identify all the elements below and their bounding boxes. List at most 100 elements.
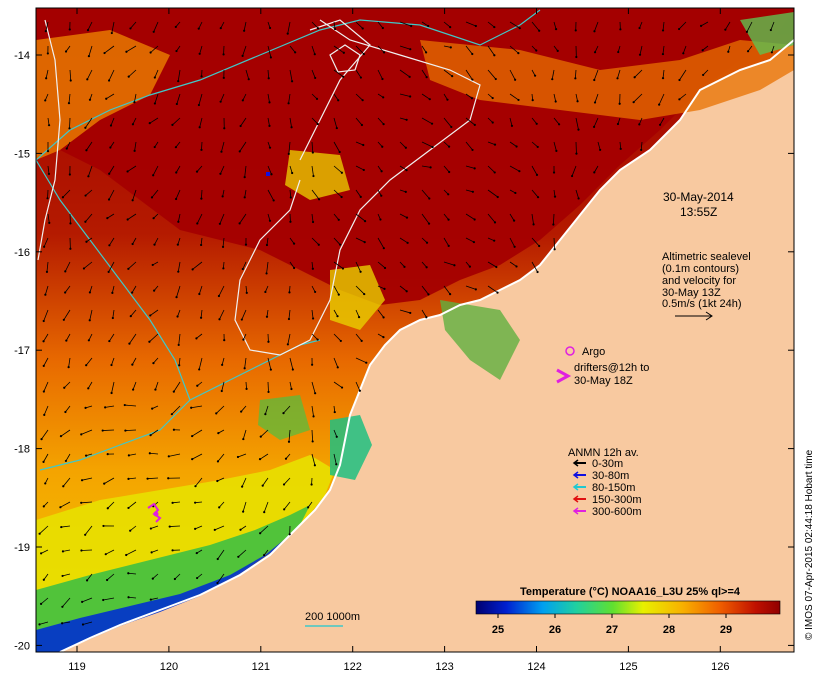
velocity-arrow-head [661, 77, 665, 80]
velocity-arrow-head [150, 196, 154, 199]
sealevel-contour-loop [329, 44, 361, 73]
velocity-arrow-head [314, 76, 317, 80]
velocity-arrow [240, 525, 247, 531]
velocity-arrow [150, 45, 159, 53]
velocity-arrow [192, 453, 203, 460]
velocity-arrow-head [63, 386, 66, 389]
bathymetry-scale-label: 200 1000m [305, 611, 360, 623]
velocity-arrow [575, 189, 579, 199]
velocity-arrow [105, 549, 115, 555]
velocity-arrow [196, 213, 203, 224]
velocity-arrow [128, 69, 137, 77]
velocity-arrow-head [39, 602, 43, 605]
velocity-arrow-head [287, 152, 290, 156]
velocity-arrow [487, 21, 495, 28]
velocity-arrow [109, 237, 115, 246]
velocity-arrow-head [514, 191, 517, 195]
velocity-arrow [421, 141, 433, 148]
velocity-arrow-head [61, 622, 64, 625]
velocity-arrow-head [425, 241, 429, 244]
velocity-arrow [222, 237, 225, 247]
anmn-arrowhead-icon [572, 495, 579, 503]
velocity-arrow-head [82, 267, 86, 270]
velocity-arrow-head [553, 248, 556, 251]
velocity-arrow-head [218, 506, 221, 509]
velocity-arrow [129, 525, 137, 532]
velocity-arrow [43, 333, 49, 342]
anmn-item-label: 30-80m [592, 470, 629, 482]
velocity-arrow [200, 237, 203, 245]
velocity-arrow-head [268, 146, 272, 149]
velocity-arrow [399, 117, 407, 121]
velocity-arrow-head [403, 265, 406, 268]
velocity-arrow-head [67, 102, 71, 105]
velocity-arrow [333, 189, 342, 198]
velocity-arrow-head [702, 73, 705, 77]
velocity-arrow [264, 405, 269, 415]
velocity-arrow [68, 93, 71, 104]
velocity-arrow-head [103, 51, 106, 55]
velocity-arrow-head [47, 172, 51, 176]
velocity-arrow-head [133, 101, 136, 104]
velocity-arrow-head [661, 29, 665, 32]
velocity-arrow-head [616, 122, 620, 126]
velocity-arrow [245, 381, 247, 389]
velocity-arrow-head [619, 147, 622, 150]
velocity-arrow [465, 93, 473, 99]
velocity-arrow [399, 93, 411, 97]
velocity-arrow-head [149, 51, 152, 54]
velocity-arrow-head [127, 596, 130, 599]
velocity-arrow [131, 357, 137, 365]
velocity-arrow [267, 69, 270, 79]
velocity-arrow [88, 165, 93, 177]
sealevel-contour-3 [37, 19, 61, 261]
velocity-arrow-head [517, 52, 520, 55]
velocity-arrow-head [471, 52, 474, 56]
velocity-arrow-head [341, 267, 345, 270]
velocity-arrow [111, 21, 115, 34]
velocity-arrow-head [315, 97, 319, 100]
velocity-arrow [242, 93, 247, 101]
velocity-arrow-head [84, 220, 87, 223]
velocity-arrow-head [451, 75, 454, 78]
velocity-arrow [88, 333, 93, 341]
velocity-arrow-head [555, 149, 558, 152]
velocity-arrow [155, 381, 159, 390]
velocity-arrow [151, 549, 159, 553]
velocity-arrow [62, 549, 71, 552]
velocity-arrow-head [404, 190, 407, 193]
velocity-arrow [311, 333, 318, 340]
velocity-arrow-head [593, 78, 596, 82]
velocity-arrow-head [152, 217, 155, 220]
velocity-arrow [531, 141, 538, 148]
velocity-arrow-head [382, 123, 385, 126]
velocity-arrow [682, 45, 687, 54]
velocity-arrow [89, 285, 93, 293]
velocity-arrow-head [554, 100, 557, 103]
velocity-arrow-head [473, 218, 476, 221]
velocity-arrow [399, 213, 408, 219]
velocity-arrow-head [148, 340, 151, 343]
velocity-arrow [443, 285, 451, 295]
velocity-arrow-head [593, 101, 597, 104]
velocity-arrow-head [80, 549, 83, 552]
velocity-arrow-head [199, 316, 203, 319]
velocity-arrow [571, 165, 577, 177]
colorbar-tick-label: 28 [663, 624, 675, 636]
velocity-arrow-head [222, 53, 225, 56]
velocity-arrow-head [340, 171, 343, 174]
velocity-arrow-head [80, 433, 83, 436]
velocity-arrow-head [518, 170, 521, 173]
velocity-arrow-head [176, 315, 179, 318]
velocity-arrow-head [410, 24, 413, 28]
velocity-arrow [83, 261, 93, 269]
velocity-arrow-head [198, 292, 201, 296]
velocity-arrow-head [471, 148, 474, 152]
green-patch-northeast [740, 12, 794, 55]
velocity-arrow-head [42, 578, 45, 581]
velocity-arrow-head [339, 339, 342, 343]
velocity-arrow-head [127, 506, 130, 510]
velocity-arrow [41, 429, 49, 440]
velocity-arrow-head [148, 122, 151, 125]
velocity-arrow-head [287, 440, 291, 443]
